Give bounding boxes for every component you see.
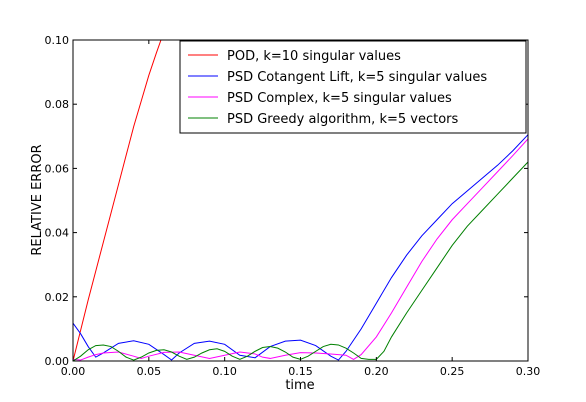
x-axis-label: time (285, 378, 314, 393)
x-tick-label: 0.20 (364, 365, 389, 378)
series-line-1 (73, 40, 162, 361)
y-axis-label: RELATIVE ERROR (30, 144, 45, 255)
y-tick-label: 0.02 (45, 291, 70, 304)
legend-label-4: PSD Greedy algorithm, k=5 vectors (227, 112, 459, 127)
series-line-2 (73, 134, 528, 361)
x-tick-label: 0.25 (440, 365, 465, 378)
x-tick-label: 0.05 (137, 365, 162, 378)
x-tick-label: 0.30 (516, 365, 541, 378)
legend: POD, k=10 singular values PSD Cotangent L… (179, 40, 527, 134)
legend-label-3: PSD Complex, k=5 singular values (227, 91, 452, 106)
series-line-4 (73, 161, 528, 361)
x-tick-label: 0.00 (61, 365, 86, 378)
legend-label-1: POD, k=10 singular values (227, 49, 401, 64)
x-tick-label: 0.10 (212, 365, 237, 378)
y-tick-label: 0.08 (45, 98, 70, 111)
series-line-3 (73, 138, 528, 361)
y-tick-label: 0.04 (45, 227, 70, 240)
y-tick-label: 0.06 (45, 162, 70, 175)
legend-box (179, 40, 527, 134)
y-tick-label: 0.10 (45, 34, 70, 47)
y-tick-label: 0.00 (45, 355, 70, 368)
legend-label-2: PSD Cotangent Lift, k=5 singular values (227, 70, 487, 85)
x-tick-label: 0.15 (288, 365, 313, 378)
